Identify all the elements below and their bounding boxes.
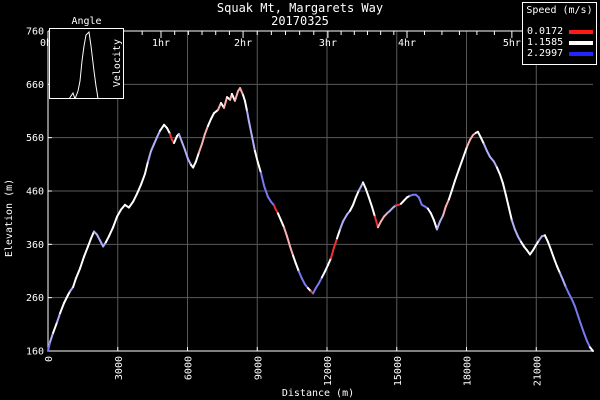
- chart-title: Squak Mt, Margarets Way: [216, 1, 384, 15]
- y-tick-label: 760: [26, 27, 44, 38]
- legend-value: 2.2997: [527, 48, 564, 59]
- legend-rows: 0.0172 1.1585 2.2997: [527, 26, 593, 59]
- hour-tick-label: 3hr: [319, 38, 337, 49]
- x-tick-label: 0: [44, 356, 55, 362]
- y-axis-ticks: 160 260 360 460 560 660 760: [26, 27, 52, 358]
- x-tick-label: 6000: [184, 356, 195, 380]
- chart-subtitle: 20170325: [271, 14, 329, 28]
- hour-tick-label: 4hr: [398, 38, 416, 49]
- hour-tick-label: 1hr: [152, 38, 170, 49]
- x-tick-label: 21000: [532, 356, 543, 386]
- legend-color-swatch: [569, 29, 593, 34]
- y-tick-label: 660: [26, 80, 44, 91]
- y-tick-label: 460: [26, 187, 44, 198]
- legend-entry: 2.2997: [527, 48, 593, 59]
- x-tick-label: 9000: [253, 356, 264, 380]
- angle-curve: [53, 30, 108, 101]
- y-tick-label: 360: [26, 240, 44, 251]
- x-tick-label: 18000: [463, 356, 474, 386]
- x-axis-ticks: 0 3000 6000 9000 12000 15000 18000 21000: [44, 347, 543, 386]
- legend-entry: 0.0172: [527, 26, 593, 37]
- legend-color-swatch: [569, 51, 593, 56]
- inset-velocity-label-wrap: Velocity: [112, 29, 123, 98]
- legend-color-swatch: [569, 40, 593, 45]
- y-tick-label: 260: [26, 293, 44, 304]
- angle-distribution-curve: [53, 30, 108, 101]
- legend-value: 0.0172: [527, 26, 564, 37]
- y-tick-label: 560: [26, 133, 44, 144]
- inset-plot-box: Velocity: [49, 28, 124, 101]
- y-axis-label: Elevation (m): [4, 179, 15, 257]
- y-tick-label: 160: [26, 347, 44, 358]
- gridlines: [48, 31, 593, 351]
- hour-tick-label: 2hr: [234, 38, 252, 49]
- angle-inset: Angle Velocity: [49, 16, 126, 101]
- x-tick-label: 12000: [323, 356, 334, 386]
- hour-tick-label: 5hr: [503, 38, 521, 49]
- inset-velocity-label: Velocity: [112, 39, 123, 88]
- x-tick-label: 3000: [114, 356, 125, 380]
- speed-legend: Speed (m/s) 0.0172 1.1585 2.2997: [522, 2, 597, 65]
- elevation-trace: [47, 87, 594, 352]
- legend-title: Speed (m/s): [526, 5, 593, 16]
- hour-tick-label: 0h: [40, 38, 52, 49]
- x-axis-label: Distance (m): [282, 388, 354, 399]
- x-tick-label: 15000: [393, 356, 404, 386]
- legend-entry: 1.1585: [527, 37, 593, 48]
- inset-angle-label: Angle: [71, 16, 102, 27]
- legend-value: 1.1585: [527, 37, 564, 48]
